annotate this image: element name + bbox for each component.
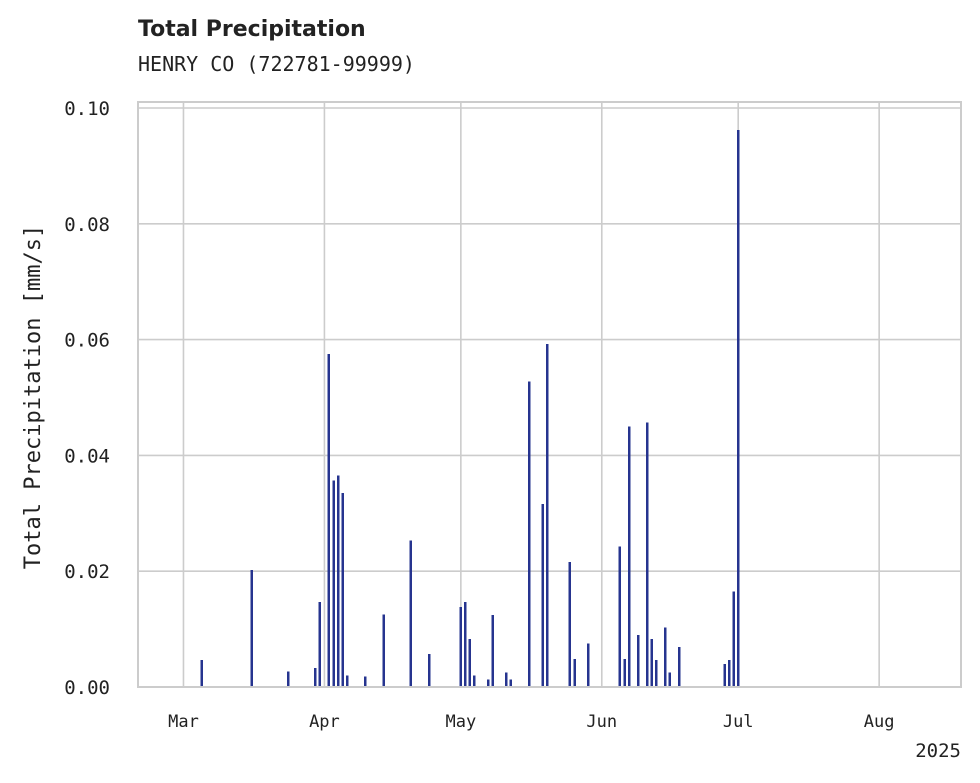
precip-bar (318, 601, 322, 687)
precip-bar (327, 354, 331, 687)
precip-bar (341, 562, 344, 687)
precip-bar (545, 344, 549, 687)
precip-bar (636, 634, 640, 687)
x-tick-label: Jun (586, 712, 617, 732)
precip-bar (468, 638, 472, 687)
precip-bar (627, 426, 631, 687)
y-tick-label: 0.02 (64, 561, 110, 583)
y-tick-label: 0.06 (64, 330, 110, 352)
precip-bar (568, 561, 572, 687)
x-tick-label: Mar (168, 712, 199, 732)
precip-bar (427, 654, 431, 687)
y-tick-label: 0.00 (64, 677, 110, 699)
precip-bar (586, 643, 590, 687)
precip-bar (655, 659, 658, 687)
precip-bar (527, 381, 531, 687)
x-tick-label: Jul (723, 712, 754, 732)
precip-bar (459, 607, 463, 687)
precip-bar (727, 659, 731, 687)
x-axis-year-label: 2025 (915, 740, 961, 762)
y-tick-labels: 0.00 0.02 0.04 0.06 0.08 0.10 (64, 98, 110, 699)
x-tick-label: May (445, 712, 476, 732)
bar-layer (200, 130, 740, 688)
precip-bar (464, 601, 467, 687)
precip-bar (650, 638, 654, 687)
precip-bar (332, 549, 335, 687)
y-tick-label: 0.08 (64, 214, 110, 236)
precip-bar (541, 504, 544, 687)
chart-subtitle: HENRY CO (722781-99999) (138, 52, 415, 76)
precip-bar (618, 546, 622, 687)
x-tick-label: Apr (309, 712, 340, 732)
precip-bar (345, 675, 349, 687)
precip-bar (382, 614, 385, 688)
precip-bar (200, 659, 203, 687)
precip-bar (286, 671, 290, 687)
precip-bar (732, 591, 735, 687)
precip-bar (250, 570, 253, 687)
precip-bar (336, 475, 340, 687)
chart-title: Total Precipitation (138, 17, 366, 42)
precip-bar (314, 667, 317, 687)
precip-bar (491, 615, 494, 687)
y-axis-label: Total Precipitation [mm/s] (21, 225, 46, 569)
x-tick-labels: Mar Apr May Jun Jul Aug (168, 712, 894, 732)
precip-bar (664, 627, 667, 687)
x-tick-label: Aug (864, 712, 895, 732)
precip-bar (646, 422, 649, 687)
precip-bar (473, 675, 476, 687)
precip-bar (723, 663, 726, 687)
precip-bar (505, 672, 508, 687)
precip-bar (668, 672, 672, 687)
precip-bar (509, 679, 513, 687)
precip-bar (364, 676, 367, 687)
grid-layer (138, 102, 961, 688)
precip-bar (736, 130, 740, 687)
plot-frame (137, 101, 962, 688)
precip-bar (409, 540, 413, 687)
precip-bar (573, 659, 576, 687)
y-tick-label: 0.04 (64, 445, 110, 467)
precip-bar (486, 679, 490, 687)
precip-bar (677, 647, 681, 687)
y-tick-label: 0.10 (64, 98, 110, 120)
precip-bar (623, 659, 626, 687)
